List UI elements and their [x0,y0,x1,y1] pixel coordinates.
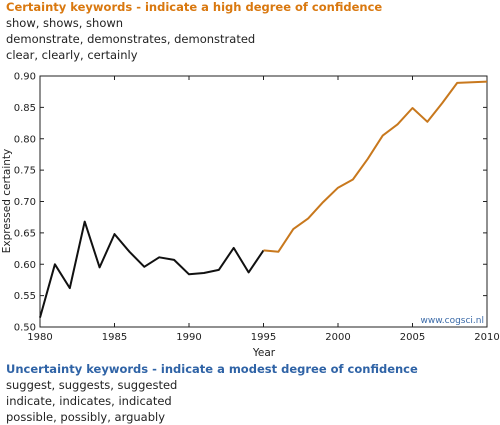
y-tick-label: 0.85 [14,103,36,114]
certainty-keywords-2: demonstrate, demonstrates, demonstrated [6,32,256,46]
series-line-early [39,220,265,318]
y-tick-label: 0.80 [14,134,36,145]
uncertainty-heading: Uncertainty keywords - indicate a modest… [6,362,418,376]
uncertainty-keywords-3: possible, possibly, arguably [6,410,166,424]
series-line-late [263,80,488,253]
certainty-heading: Certainty keywords - indicate a high deg… [6,0,383,14]
x-tick-label: 1995 [251,332,276,343]
series-lines [39,80,488,318]
y-tick-label: 0.70 [14,197,36,208]
uncertainty-keywords-1: suggest, suggests, suggested [6,378,178,392]
axes: 0.50 0.55 0.60 0.65 0.70 0.75 0.80 0.85 0.90 1980… [14,72,500,344]
x-tick-label: 2000 [325,332,350,343]
uncertainty-legend: Uncertainty keywords - indicate a modest… [6,362,418,425]
y-tick-label: 0.65 [14,228,36,239]
y-tick-label: 0.55 [14,291,36,302]
watermark-text: www.cogsci.nl [421,316,485,326]
y-tick-label: 0.50 [14,323,36,334]
y-tick-label: 0.60 [14,260,36,271]
x-tick-label: 2005 [400,332,425,343]
x-tick-label: 1980 [27,332,52,343]
certainty-legend: Certainty keywords - indicate a high deg… [6,0,382,63]
certainty-keywords-1: show, shows, shown [6,16,124,30]
x-tick-label: 2010 [474,332,499,343]
y-tick-label: 0.75 [14,166,36,177]
certainty-keywords-3: clear, clearly, certainly [6,48,138,62]
x-tick-label: 1990 [176,332,201,343]
x-axis-title: Year [252,347,276,359]
uncertainty-keywords-2: indicate, indicates, indicated [6,394,172,408]
y-axis-title: Expressed certainty [1,149,13,253]
x-tick-label: 1985 [102,332,127,343]
y-tick-label: 0.90 [14,72,36,83]
